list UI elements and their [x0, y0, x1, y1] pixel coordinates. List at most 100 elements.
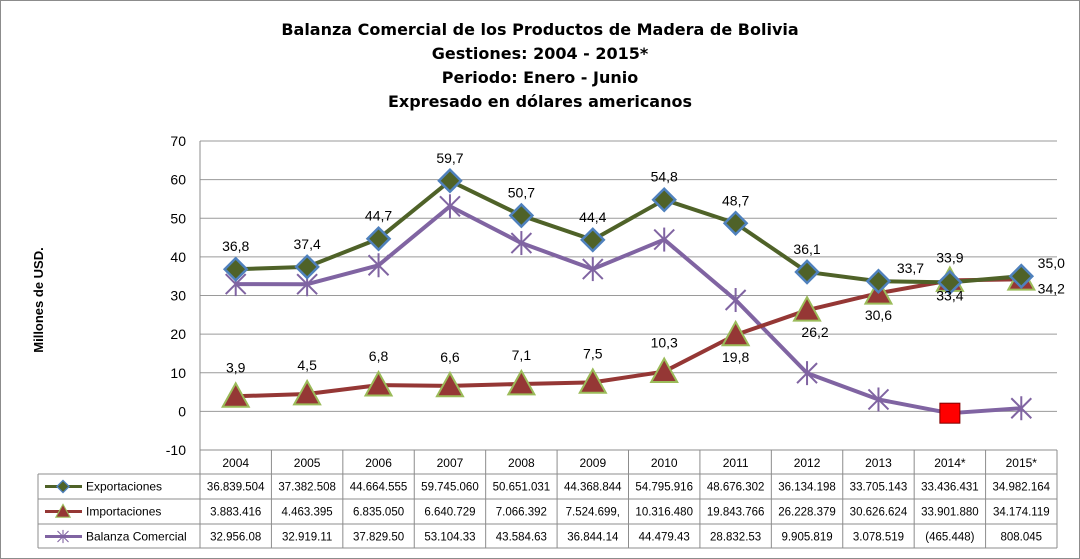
category-label: 2011: [723, 456, 749, 470]
data-point: [578, 367, 608, 394]
table-cell: 37.382.508: [278, 482, 336, 494]
data-label: 37,4: [294, 236, 321, 252]
data-point: [506, 368, 537, 396]
y-tick-label: 20: [170, 326, 186, 342]
table-cell: 44.664.555: [350, 482, 408, 494]
data-point: [649, 356, 679, 383]
category-label: 2012: [794, 456, 821, 470]
legend-series-name: Exportaciones: [86, 480, 162, 494]
data-label: 26,2: [801, 324, 828, 340]
data-point: [582, 257, 604, 282]
category-label: 2005: [294, 456, 321, 470]
data-label: 48,7: [722, 192, 749, 208]
data-point: [294, 254, 320, 280]
legend-key-marker: [54, 503, 72, 518]
data-label: 6,8: [369, 348, 389, 364]
table-cell: 36.839.504: [207, 482, 265, 494]
y-tick-label: 50: [170, 210, 186, 226]
legend-series-name: Importaciones: [86, 505, 161, 519]
data-label: 35,0: [1038, 255, 1065, 271]
data-point: [221, 381, 251, 408]
data-point: [724, 288, 747, 313]
table-cell: 43.584.63: [496, 532, 547, 544]
table-cell: 6.835.050: [353, 507, 404, 519]
table-cell: 32.919.11: [282, 532, 332, 544]
data-point: [1008, 263, 1035, 289]
y-tick-label: 30: [170, 288, 186, 304]
y-tick-label: 70: [170, 133, 186, 149]
data-point: [437, 168, 463, 194]
data-point: [792, 295, 822, 322]
data-label: 3,9: [226, 359, 246, 375]
data-point: [292, 378, 322, 406]
data-label: 34,2: [1038, 280, 1065, 296]
data-label: 33,4: [936, 287, 963, 303]
category-label: 2007: [437, 456, 464, 470]
y-tick-label: -10: [166, 442, 186, 458]
y-tick-label: 10: [170, 365, 186, 381]
y-axis-label: Millones de USD.: [31, 247, 46, 352]
table-cell: 36.134.198: [778, 482, 836, 494]
title-line-4: Expresado en dólares americanos: [387, 92, 693, 111]
table-cell: 19.843.766: [707, 507, 765, 519]
chart-title: Balanza Comercial de los Productos de Ma…: [0, 18, 1080, 114]
data-point: [367, 253, 390, 278]
legend-key-marker: [57, 529, 69, 544]
data-label: 33,9: [936, 249, 963, 265]
data-label: 59,7: [436, 150, 463, 166]
series-line-importaciones: [235, 277, 1022, 399]
table-cell: 59.745.060: [421, 482, 479, 494]
table-cell: 44.368.844: [564, 482, 622, 494]
data-point: [580, 227, 606, 253]
table-cell: 36.844.14: [567, 532, 619, 544]
data-label: 19,8: [722, 349, 749, 365]
legend-series-name: Balanza Comercial: [86, 530, 187, 544]
data-point: [439, 194, 461, 219]
table-cell: 3.883.416: [210, 507, 261, 519]
data-point: [794, 259, 820, 285]
table-cell: 54.795.916: [635, 482, 693, 494]
title-line-3: Periodo: Enero - Junio: [441, 68, 639, 87]
y-tick-label: 60: [170, 172, 186, 188]
table-cell: 37.829.50: [353, 532, 404, 544]
table-cell: 44.479.43: [639, 532, 690, 544]
category-label: 2009: [579, 456, 606, 470]
table-cell: 6.640.729: [424, 507, 475, 519]
title-line-1: Balanza Comercial de los Productos de Ma…: [281, 20, 799, 39]
table-cell: 33.901.880: [921, 507, 979, 519]
data-label: 4,5: [297, 357, 317, 373]
data-point: [363, 370, 394, 397]
category-label: 2006: [365, 456, 392, 470]
table-cell: 4.463.395: [282, 507, 333, 519]
data-label: 54,8: [651, 169, 678, 185]
data-point: [796, 361, 818, 386]
category-label: 2013: [865, 456, 892, 470]
data-label: 33,7: [897, 260, 924, 276]
data-point: [508, 202, 535, 229]
category-label: 2010: [651, 456, 678, 470]
data-point: [653, 227, 675, 252]
data-point: [1010, 396, 1032, 421]
data-point: [510, 231, 533, 256]
data-point: [435, 370, 465, 398]
data-label: 7,1: [512, 347, 532, 363]
table-cell: 48.676.302: [707, 482, 765, 494]
table-cell: 34.174.119: [993, 507, 1050, 519]
data-point: [651, 186, 677, 213]
table-cell: 33.436.431: [921, 482, 979, 494]
data-label: 50,7: [508, 185, 535, 201]
legend-key-marker: [55, 479, 71, 494]
data-point: [720, 319, 751, 347]
series-line-balanza-comercial: [235, 204, 1022, 416]
data-point: [222, 256, 249, 283]
table-cell: 30.626.624: [850, 507, 908, 519]
table-cell: 3.078.519: [853, 532, 904, 544]
data-label: 36,1: [793, 241, 820, 257]
data-point: [722, 210, 749, 237]
category-label: 2008: [508, 456, 535, 470]
data-point: [937, 269, 963, 296]
data-point: [365, 225, 392, 252]
table-cell: (465.448): [925, 532, 974, 544]
